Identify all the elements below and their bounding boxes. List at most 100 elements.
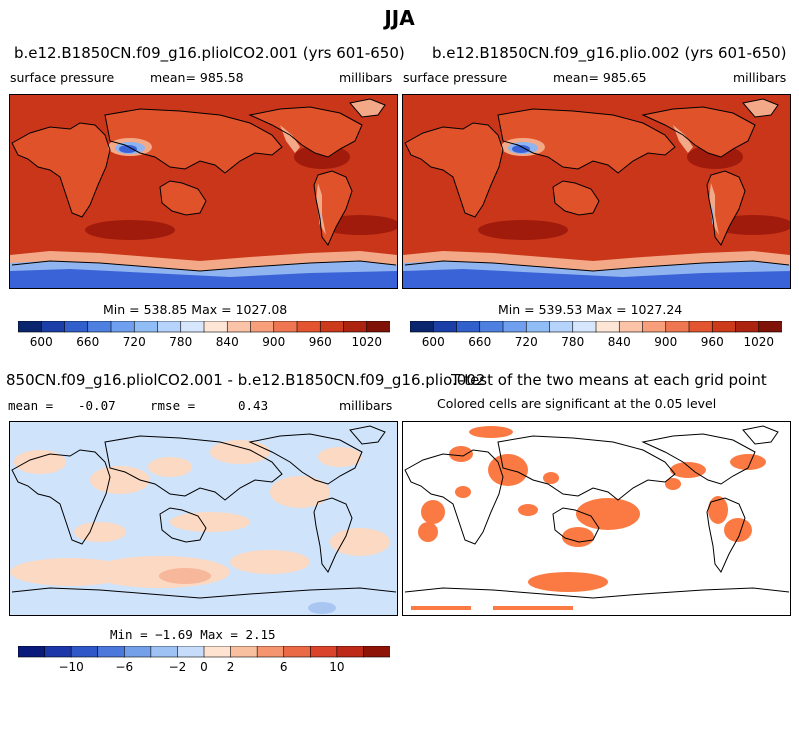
panel1-colorbar-tick-label: 900 (262, 335, 285, 349)
panel1-colorbar-swatch (64, 321, 89, 333)
ttest-significant-cell (449, 446, 473, 462)
panel3-mean-value: -0.07 (78, 398, 116, 413)
panel1-mean: mean= 985.58 (150, 70, 244, 85)
panel2-variable: surface pressure (403, 70, 508, 85)
panel1-colorbar: 600 660 720 780 840 900 960 1020 (18, 321, 390, 351)
panel2-colorbar-svg: 600 660 720 780 840 900 960 1020 (410, 321, 782, 349)
diff-positive-peak (159, 568, 211, 584)
panel2-colorbar-tick-label: 600 (422, 335, 445, 349)
ttest-significant-cell (670, 462, 706, 478)
panel1-colorbar-tick-label: 1020 (351, 335, 382, 349)
panel1-colorbar-swatch (250, 321, 275, 333)
panel4-subtitle: Colored cells are significant at the 0.0… (437, 396, 717, 411)
diff-negative-peak (308, 602, 336, 614)
panel1-title: b.e12.B1850CN.f09_g16.pliolCO2.001 (yrs … (14, 44, 405, 62)
panel2-colorbar-swatch (456, 321, 481, 333)
panel1-colorbar-swatch (133, 321, 159, 333)
panel2-colorbar-swatch (642, 321, 667, 333)
panel1-colorbar-swatch (40, 321, 66, 333)
panel2-colorbar-swatch (618, 321, 644, 333)
panel3-mean-label: mean = (8, 398, 54, 413)
panel3-units: millibars (339, 398, 393, 413)
panel1-colorbar-swatch (296, 321, 322, 333)
panel2-colorbar-swatch (711, 321, 737, 333)
panel2-colorbar-swatch (688, 321, 714, 333)
ttest-significant-cell (562, 527, 594, 547)
panel2-colorbar-swatch (479, 321, 504, 333)
panel3-map-svg (10, 422, 397, 615)
panel2-colorbar-tick-label: 960 (701, 335, 724, 349)
panel2-colorbar-tick-label: 660 (468, 335, 491, 349)
panel1-colorbar-swatch (273, 321, 298, 333)
figure-title: JJA (384, 6, 415, 30)
diff-positive-region (210, 440, 270, 464)
panel3-colorbar-swatch (70, 646, 99, 658)
panel3-colorbar-swatch (177, 646, 205, 658)
panel1-colorbar-tick-label: 720 (123, 335, 146, 349)
panel2-colorbar-swatch (735, 321, 760, 333)
panel1-colorbar-swatch (343, 321, 368, 333)
diff-positive-region (330, 528, 390, 556)
panel3-colorbar-tick-label: 2 (227, 660, 235, 674)
panel3-colorbar-swatch (150, 646, 179, 658)
panel2-stats: Min = 539.53 Max = 1027.24 (498, 302, 683, 317)
panel3-colorbar: −10 −6 −2 0 2 6 10 (18, 646, 390, 676)
panel3-colorbar-swatch (256, 646, 285, 658)
panel1-colorbar-swatch (366, 321, 390, 333)
ttest-significant-cell (665, 478, 681, 490)
panel2-colorbar-tick-label: 840 (608, 335, 631, 349)
panel2-map-svg (403, 95, 790, 288)
panel2-colorbar-swatch (410, 321, 435, 333)
panel1-colorbar-swatch (226, 321, 252, 333)
ttest-significant-cell (730, 454, 766, 470)
ttest-significant-cell (411, 606, 471, 610)
ttest-significant-cell (708, 496, 728, 524)
ttest-significant-cell (469, 426, 513, 438)
panel1-colorbar-swatch (87, 321, 112, 333)
panel3-rmse-value: 0.43 (238, 398, 269, 413)
panel3-rmse-label: rmse = (150, 398, 196, 413)
panel3-colorbar-tick-label: −6 (115, 660, 133, 674)
panel3-colorbar-tick-label: −10 (58, 660, 83, 674)
diff-positive-region (170, 512, 250, 532)
panel3-map (9, 421, 398, 616)
panel3-colorbar-swatch (336, 646, 365, 658)
ttest-significant-cell (543, 472, 559, 484)
panel2-colorbar-swatch (549, 321, 574, 333)
panel3-colorbar-swatch (203, 646, 232, 658)
ttest-significant-cell (518, 504, 538, 516)
panel1-colorbar-tick-label: 960 (309, 335, 332, 349)
panel1-colorbar-swatch (203, 321, 229, 333)
diff-positive-region (90, 556, 230, 588)
ttest-significant-cell (488, 454, 528, 486)
panel1-stats: Min = 538.85 Max = 1027.08 (103, 302, 288, 317)
panel1-colorbar-swatch (319, 321, 345, 333)
diff-positive-region (14, 450, 66, 474)
diff-positive-region (74, 522, 126, 542)
panel2-colorbar-swatch (665, 321, 690, 333)
panel1-map (9, 94, 398, 289)
panel3-title: 850CN.f09_g16.pliolCO2.001 - b.e12.B1850… (6, 371, 486, 389)
panel1-colorbar-swatch (157, 321, 182, 333)
ttest-significant-cell (528, 572, 608, 592)
diff-positive-region (148, 457, 192, 477)
panel2-units: millibars (733, 70, 787, 85)
panel2-colorbar-swatch (525, 321, 551, 333)
panel1-colorbar-swatch (110, 321, 136, 333)
panel2-title: b.e12.B1850CN.f09_g16.plio.002 (yrs 601-… (432, 44, 787, 62)
panel2-colorbar-tick-label: 1020 (743, 335, 774, 349)
panel3-colorbar-swatch (44, 646, 72, 658)
panel3-colorbar-swatch (283, 646, 312, 658)
panel2-colorbar-tick-label: 720 (515, 335, 538, 349)
panel2-colorbar: 600 660 720 780 840 900 960 1020 (410, 321, 782, 351)
panel1-colorbar-tick-label: 780 (169, 335, 192, 349)
ttest-significant-cell (418, 522, 438, 542)
panel2-colorbar-swatch (595, 321, 621, 333)
panel3-colorbar-svg: −10 −6 −2 0 2 6 10 (18, 646, 390, 674)
panel2-colorbar-swatch (572, 321, 597, 333)
diff-positive-region (90, 466, 150, 494)
panel1-colorbar-tick-label: 660 (76, 335, 99, 349)
diff-positive-region (230, 550, 310, 574)
panel3-colorbar-swatch (363, 646, 390, 658)
diff-positive-region (318, 447, 362, 467)
